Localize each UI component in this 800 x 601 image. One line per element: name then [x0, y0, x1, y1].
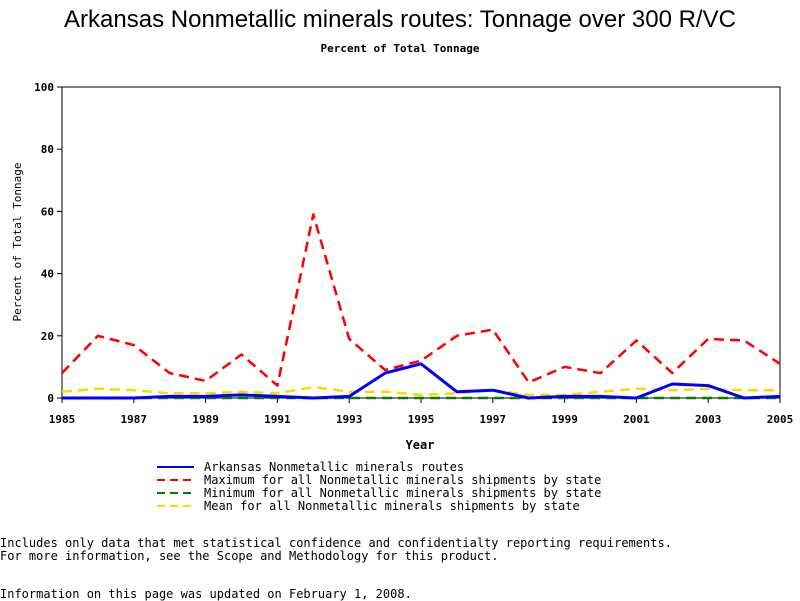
x-tick-label: 2003	[695, 413, 722, 426]
x-tick-label: 2005	[767, 413, 794, 426]
x-tick-label: 1999	[551, 413, 578, 426]
legend-label: Minimum for all Nonmetallic minerals shi…	[204, 486, 601, 500]
y-tick-label: 0	[47, 392, 54, 405]
series-line-0	[62, 362, 781, 400]
legend-label: Maximum for all Nonmetallic minerals shi…	[204, 473, 601, 487]
x-tick-label: 1995	[408, 413, 435, 426]
legend-label: Arkansas Nonmetallic minerals routes	[204, 460, 464, 474]
series-line-3	[61, 385, 780, 397]
y-tick-label: 40	[41, 268, 54, 281]
legend: Arkansas Nonmetallic minerals routesMaxi…	[157, 460, 601, 513]
x-tick-label: 1993	[336, 413, 363, 426]
footnote-confidence: Includes only data that met statistical …	[0, 536, 672, 550]
x-tick-label: 1987	[121, 413, 148, 426]
y-axis-label: Percent of Total Tonnage	[11, 163, 24, 322]
x-tick-label: 2001	[623, 413, 650, 426]
footnote-updated: Information on this page was updated on …	[0, 587, 412, 601]
y-tick-label: 80	[41, 143, 54, 156]
plot-frame	[61, 86, 781, 399]
y-tick-label: 100	[34, 81, 54, 94]
chart-subtitle: Percent of Total Tonnage	[320, 42, 480, 55]
series-line-1	[61, 213, 781, 387]
chart-title: Arkansas Nonmetallic minerals routes: To…	[64, 6, 736, 33]
x-tick-label: 1989	[192, 413, 219, 426]
footnote-methodology: For more information, see the Scope and …	[0, 549, 499, 563]
x-tick-label: 1997	[480, 413, 507, 426]
line-chart: 0 20 40 60 80 100 1985 1987 1989 1991 1993 1995 199…	[11, 81, 794, 513]
y-tick-label: 20	[41, 330, 54, 343]
legend-label: Mean for all Nonmetallic minerals shipme…	[204, 499, 580, 513]
y-tick-label: 60	[41, 205, 54, 218]
x-axis-label: Year	[406, 438, 435, 452]
x-tick-label: 1991	[264, 413, 291, 426]
x-tick-label: 1985	[49, 413, 76, 426]
